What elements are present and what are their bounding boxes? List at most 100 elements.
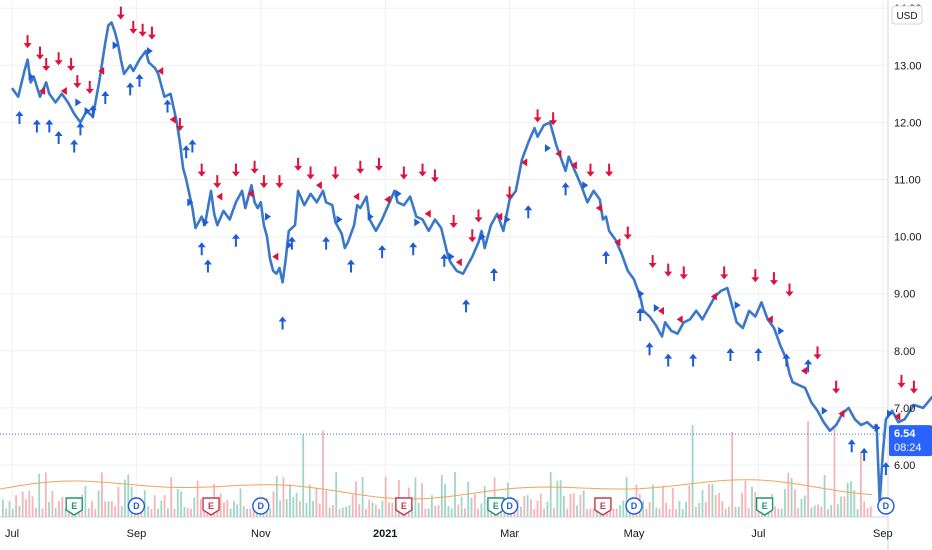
volume-bar (695, 506, 697, 517)
volume-bar (754, 491, 757, 517)
down-arrow-icon (769, 272, 778, 286)
event-label: D (631, 501, 638, 511)
volume-bar (173, 508, 176, 517)
earnings-badge[interactable]: E (395, 497, 413, 516)
down-arrow-icon (474, 209, 483, 223)
volume-bar (625, 477, 628, 517)
volume-bar (332, 505, 334, 517)
earnings-badge[interactable]: E (202, 497, 220, 516)
volume-bar (388, 502, 390, 517)
down-arrow-icon (586, 163, 595, 177)
right-triangle-icon (582, 181, 589, 190)
volume-bar (642, 500, 644, 517)
up-arrow-icon (45, 119, 54, 133)
volume-bar (655, 507, 658, 517)
currency-button[interactable]: USD (891, 5, 923, 25)
volume-bar (671, 487, 674, 517)
earnings-badge[interactable]: E (487, 497, 505, 516)
volume-bar (8, 501, 11, 517)
up-arrow-icon (860, 447, 869, 461)
down-arrow-icon (785, 283, 794, 297)
volume-bar (444, 484, 446, 517)
volume-bar (305, 502, 308, 517)
down-arrow-icon (623, 226, 632, 240)
volume-bar (807, 421, 809, 517)
x-tick-label: Jul (5, 528, 19, 540)
volume-bar (866, 508, 869, 517)
left-triangle-icon (157, 67, 164, 76)
left-triangle-icon (169, 115, 176, 124)
earnings-badge[interactable]: E (594, 497, 612, 516)
left-triangle-icon (424, 209, 431, 218)
right-triangle-icon (75, 98, 82, 107)
right-triangle-icon (638, 289, 645, 298)
up-arrow-icon (182, 145, 191, 159)
up-arrow-icon (754, 347, 763, 361)
dividend-badge[interactable]: D (877, 497, 895, 515)
down-arrow-icon (720, 266, 729, 280)
volume-bar (619, 505, 621, 517)
event-label: D (506, 501, 513, 511)
left-triangle-icon (60, 86, 67, 95)
volume-bar (94, 508, 97, 517)
right-triangle-icon (821, 406, 828, 415)
volume-bar (229, 508, 232, 517)
volume-bar (180, 491, 182, 517)
volume-bar (464, 508, 466, 517)
volume-bar (421, 483, 423, 517)
volume-bar (417, 503, 420, 517)
dividend-badge[interactable]: D (252, 497, 270, 515)
volume-bar (556, 480, 559, 517)
left-triangle-icon (570, 161, 577, 170)
volume-bar (163, 495, 166, 517)
up-arrow-icon (378, 245, 387, 259)
volume-bar (91, 500, 93, 517)
down-arrow-icon (54, 52, 63, 66)
y-tick-label: 8.00 (894, 346, 915, 358)
earnings-icon (65, 497, 83, 516)
volume-bar (236, 504, 239, 517)
volume-bar (718, 493, 720, 517)
price-axis[interactable]: 6.007.008.009.0010.0011.0012.0013.0014.0… (894, 3, 922, 472)
up-arrow-icon (135, 73, 144, 87)
event-label: D (133, 501, 140, 511)
volume-bar (48, 501, 50, 517)
volume-bar (114, 506, 116, 517)
volume-bar (190, 508, 192, 517)
volume-bar (460, 496, 463, 517)
x-tick-label: Mar (500, 528, 519, 540)
volume-bar (731, 432, 734, 517)
volume-bar (688, 485, 691, 517)
dividend-badge[interactable]: D (500, 497, 519, 515)
volume-bar (787, 472, 790, 517)
time-axis[interactable]: JulSepNov2021MarMayJulSepNov2022 (5, 528, 932, 540)
right-triangle-icon (414, 218, 421, 227)
up-arrow-icon (197, 242, 206, 256)
right-triangle-icon (734, 301, 741, 310)
volume-bar (711, 483, 714, 517)
down-arrow-icon (259, 175, 268, 189)
volume-bar (44, 472, 47, 517)
earnings-badge[interactable]: E (65, 497, 83, 516)
left-triangle-icon (216, 192, 223, 201)
volume-bar (708, 483, 710, 517)
up-arrow-icon (689, 353, 698, 367)
up-arrow-icon (54, 130, 63, 144)
volume-bar (252, 507, 255, 517)
right-triangle-icon (112, 41, 119, 50)
dividend-badge[interactable]: D (127, 497, 146, 515)
volume-bar (120, 506, 123, 517)
dividend-badge[interactable]: D (625, 497, 643, 515)
volume-bar (582, 490, 585, 517)
earnings-badge[interactable]: E (755, 497, 774, 516)
volume-bar (183, 506, 186, 517)
volume-bar (219, 493, 222, 517)
volume-bar (737, 506, 740, 517)
price-series-line (10, 21, 932, 504)
right-triangle-icon (202, 218, 209, 227)
volume-bar (355, 481, 357, 517)
up-arrow-icon (561, 182, 570, 196)
volume-bar (328, 507, 331, 517)
left-triangle-icon (98, 67, 105, 76)
